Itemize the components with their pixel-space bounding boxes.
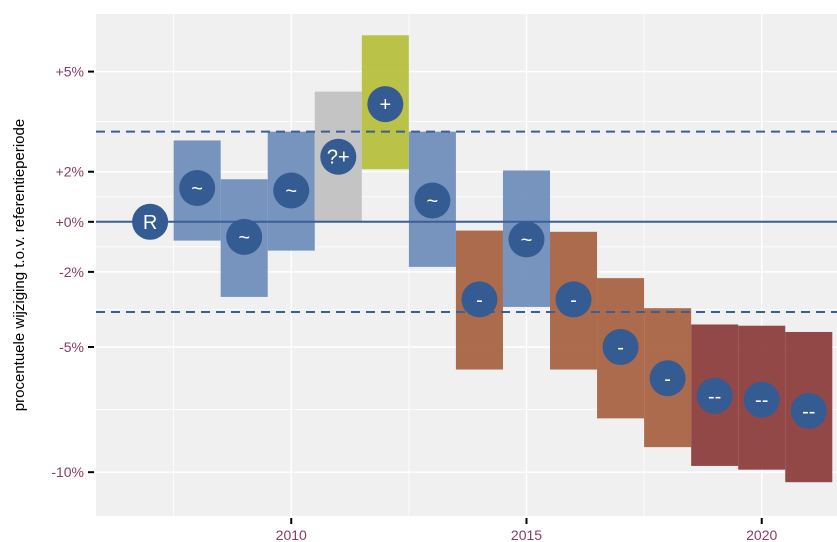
estimate-circle bbox=[649, 360, 686, 397]
estimate-symbol: ~ bbox=[238, 227, 250, 249]
x-tick-label: 2010 bbox=[276, 527, 307, 542]
estimate-circle bbox=[367, 86, 404, 123]
estimate-symbol: -- bbox=[802, 401, 815, 423]
estimate-circle bbox=[226, 218, 263, 255]
estimate-symbol: - bbox=[664, 368, 671, 390]
estimate-symbol: - bbox=[617, 337, 624, 359]
estimate-circle bbox=[790, 392, 827, 429]
estimate-symbol: ~ bbox=[191, 178, 203, 200]
estimate-circle bbox=[696, 377, 733, 414]
y-tick-label: +2% bbox=[56, 164, 84, 180]
estimate-symbol: - bbox=[476, 289, 483, 311]
reference-lines bbox=[96, 130, 837, 313]
estimate-circle bbox=[743, 381, 780, 418]
estimate-circle bbox=[461, 281, 498, 318]
estimate-symbol: ~ bbox=[427, 191, 439, 213]
y-tick-label: -10% bbox=[51, 464, 84, 480]
estimate-symbol: -- bbox=[755, 390, 768, 412]
y-axis: +5% +2% +0% -2% -5% -10% bbox=[51, 64, 94, 480]
estimate-circle bbox=[179, 170, 216, 207]
estimate-symbol: R bbox=[143, 212, 157, 234]
x-tick-label: 2020 bbox=[746, 527, 777, 542]
estimate-symbol: -- bbox=[708, 386, 721, 408]
estimate-circle bbox=[132, 203, 169, 240]
x-tick-label: 2015 bbox=[511, 527, 542, 542]
estimate-circle bbox=[555, 281, 592, 318]
estimate-symbol: ~ bbox=[285, 181, 297, 203]
estimate-points: R~~~?++~-~----- ---- bbox=[132, 86, 827, 429]
y-tick-label: +5% bbox=[56, 64, 84, 80]
estimate-symbol: + bbox=[379, 94, 391, 116]
estimate-symbol: - bbox=[570, 289, 577, 311]
estimate-circle bbox=[273, 172, 310, 209]
estimate-circle bbox=[602, 328, 639, 365]
y-axis-label: procentuele wijziging t.o.v. referentiep… bbox=[11, 119, 28, 411]
x-axis: 2010 2015 2020 bbox=[276, 518, 778, 542]
estimate-circle bbox=[414, 182, 451, 219]
y-tick-label: -5% bbox=[59, 339, 84, 355]
y-tick-label: -2% bbox=[59, 264, 84, 280]
estimate-circle bbox=[320, 138, 357, 175]
estimate-symbol: ~ bbox=[521, 229, 533, 251]
estimate-circle bbox=[508, 221, 545, 258]
y-tick-label: +0% bbox=[56, 214, 84, 230]
estimate-symbol: ?+ bbox=[327, 147, 350, 169]
